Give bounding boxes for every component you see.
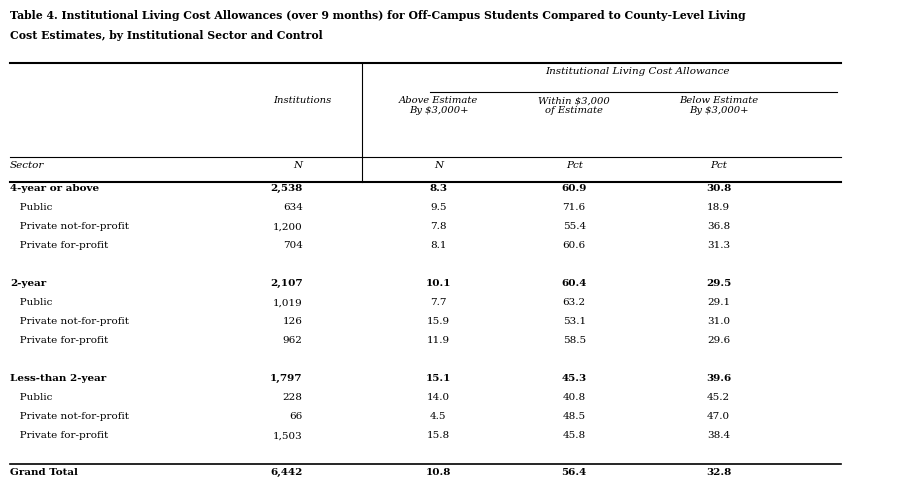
Text: 14.0: 14.0	[427, 393, 450, 402]
Text: Within $3,000
of Estimate: Within $3,000 of Estimate	[538, 96, 610, 116]
Text: 30.8: 30.8	[706, 184, 731, 193]
Text: Private for-profit: Private for-profit	[10, 432, 108, 440]
Text: 2,538: 2,538	[270, 184, 303, 193]
Text: 45.8: 45.8	[563, 432, 585, 440]
Text: 55.4: 55.4	[563, 222, 585, 231]
Text: 71.6: 71.6	[563, 203, 585, 212]
Text: 1,797: 1,797	[270, 374, 303, 383]
Text: 56.4: 56.4	[561, 469, 586, 477]
Text: 7.8: 7.8	[430, 222, 446, 231]
Text: 60.6: 60.6	[563, 242, 585, 250]
Text: 15.1: 15.1	[426, 374, 451, 383]
Text: 7.7: 7.7	[430, 298, 446, 307]
Text: Less-than 2-year: Less-than 2-year	[10, 374, 106, 383]
Text: 66: 66	[289, 412, 303, 421]
Text: 8.1: 8.1	[430, 242, 446, 250]
Text: 45.3: 45.3	[561, 374, 586, 383]
Text: Above Estimate
By $3,000+: Above Estimate By $3,000+	[399, 96, 478, 116]
Text: Public: Public	[10, 203, 52, 212]
Text: Pct: Pct	[566, 161, 583, 170]
Text: 634: 634	[283, 203, 303, 212]
Text: Institutions: Institutions	[274, 96, 331, 105]
Text: 2-year: 2-year	[10, 279, 46, 288]
Text: 126: 126	[283, 317, 303, 326]
Text: Private not-for-profit: Private not-for-profit	[10, 412, 129, 421]
Text: 1,019: 1,019	[273, 298, 303, 307]
Text: 31.0: 31.0	[707, 317, 730, 326]
Text: 962: 962	[283, 336, 303, 346]
Text: 15.8: 15.8	[427, 432, 450, 440]
Text: 32.8: 32.8	[706, 469, 731, 477]
Text: 15.9: 15.9	[427, 317, 450, 326]
Text: 60.9: 60.9	[561, 184, 587, 193]
Text: 39.6: 39.6	[706, 374, 731, 383]
Text: 1,200: 1,200	[273, 222, 303, 231]
Text: 704: 704	[283, 242, 303, 250]
Text: 45.2: 45.2	[707, 393, 730, 402]
Text: 4.5: 4.5	[430, 412, 446, 421]
Text: 10.8: 10.8	[426, 469, 451, 477]
Text: 6,442: 6,442	[270, 469, 303, 477]
Text: 29.1: 29.1	[707, 298, 730, 307]
Text: Private for-profit: Private for-profit	[10, 242, 108, 250]
Text: N: N	[294, 161, 303, 170]
Text: Table 4. Institutional Living Cost Allowances (over 9 months) for Off-Campus Stu: Table 4. Institutional Living Cost Allow…	[10, 10, 745, 21]
Text: 1,503: 1,503	[273, 432, 303, 440]
Text: Cost Estimates, by Institutional Sector and Control: Cost Estimates, by Institutional Sector …	[10, 30, 322, 40]
Text: Private not-for-profit: Private not-for-profit	[10, 222, 129, 231]
Text: 9.5: 9.5	[430, 203, 446, 212]
Text: 228: 228	[283, 393, 303, 402]
Text: 2,107: 2,107	[270, 279, 303, 288]
Text: Institutional Living Cost Allowance: Institutional Living Cost Allowance	[546, 67, 730, 76]
Text: Below Estimate
By $3,000+: Below Estimate By $3,000+	[679, 96, 758, 116]
Text: Public: Public	[10, 393, 52, 402]
Text: 53.1: 53.1	[563, 317, 585, 326]
Text: Pct: Pct	[710, 161, 726, 170]
Text: 10.1: 10.1	[426, 279, 451, 288]
Text: Public: Public	[10, 298, 52, 307]
Text: 58.5: 58.5	[563, 336, 585, 346]
Text: 29.5: 29.5	[706, 279, 731, 288]
Text: Grand Total: Grand Total	[10, 469, 78, 477]
Text: 4-year or above: 4-year or above	[10, 184, 99, 193]
Text: 18.9: 18.9	[707, 203, 730, 212]
Text: 38.4: 38.4	[707, 432, 730, 440]
Text: Sector: Sector	[10, 161, 44, 170]
Text: 40.8: 40.8	[563, 393, 585, 402]
Text: 29.6: 29.6	[707, 336, 730, 346]
Text: 11.9: 11.9	[427, 336, 450, 346]
Text: 36.8: 36.8	[707, 222, 730, 231]
Text: 31.3: 31.3	[707, 242, 730, 250]
Text: 48.5: 48.5	[563, 412, 585, 421]
Text: 47.0: 47.0	[707, 412, 730, 421]
Text: 60.4: 60.4	[561, 279, 587, 288]
Text: 8.3: 8.3	[429, 184, 447, 193]
Text: N: N	[434, 161, 443, 170]
Text: 63.2: 63.2	[563, 298, 585, 307]
Text: Private for-profit: Private for-profit	[10, 336, 108, 346]
Text: Private not-for-profit: Private not-for-profit	[10, 317, 129, 326]
